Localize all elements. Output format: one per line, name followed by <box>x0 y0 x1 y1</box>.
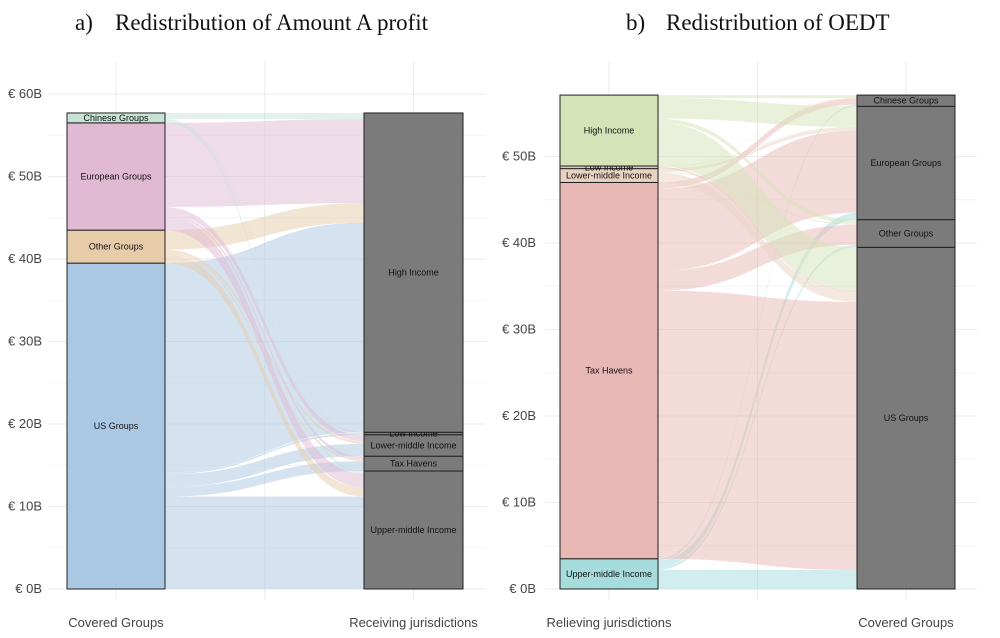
node-right-upper-middle-income <box>363 470 464 590</box>
node-label-chinese-groups: Chinese Groups <box>873 96 939 106</box>
y-tick-label: € 10B <box>8 499 42 514</box>
flow-other-groups-to-upper-middle-income <box>165 254 364 497</box>
chart-b-title-letter: b) <box>626 10 646 35</box>
x-axis-label-left: Covered Groups <box>68 615 164 630</box>
chart-a-title-letter: a) <box>75 10 93 35</box>
flow-lower-middle-income-to-european-groups <box>658 127 857 173</box>
node-left-tax-havens <box>559 181 659 560</box>
left-nodes: US Groups Other Groups European Groups Chin… <box>66 112 166 590</box>
chart-a-title-text: Redistribution of Amount A profit <box>115 10 429 35</box>
flow-us-groups-to-low-income <box>165 433 364 475</box>
flow-high-income-to-european-groups <box>658 98 857 127</box>
node-label-other-groups: Other Groups <box>89 242 144 252</box>
node-label-tax-havens: Tax Havens <box>390 459 438 469</box>
flow-low-income-to-chinese-groups <box>658 98 857 167</box>
flow-other-groups-to-low-income <box>165 249 364 434</box>
y-tick-label: € 30B <box>8 334 42 349</box>
flow-european-groups-to-tax-havens <box>165 213 364 460</box>
y-tick-label: € 60B <box>8 86 42 101</box>
node-left-high-income <box>559 94 659 167</box>
flow-us-groups-to-upper-middle-income <box>165 496 364 589</box>
chart-b-title: b) Redistribution of OEDT <box>626 10 890 36</box>
chart-a-title: a) Redistribution of Amount A profit <box>75 10 428 36</box>
flow-chinese-groups-to-low-income <box>165 119 364 433</box>
y-tick-label: € 30B <box>502 322 536 337</box>
node-right-chinese-groups <box>856 94 956 107</box>
x-axis-label-left: Relieving jurisdictions <box>547 615 672 630</box>
flow-chinese-groups-to-tax-havens <box>165 119 364 457</box>
node-label-us-groups: US Groups <box>94 421 139 431</box>
y-tick-label: € 0B <box>15 581 42 596</box>
x-axis-label-right: Covered Groups <box>858 615 954 630</box>
flows <box>165 112 364 589</box>
node-label-lower-middle-income: Lower-middle Income <box>370 440 456 450</box>
flow-upper-middle-income-to-us-groups <box>658 569 857 589</box>
x-axis-label-right: Receiving jurisdictions <box>349 615 478 630</box>
flow-low-income-to-european-groups <box>658 126 857 167</box>
node-label-other-groups: Other Groups <box>879 228 934 238</box>
node-label-upper-middle-income: Upper-middle Income <box>370 525 456 535</box>
node-label-european-groups: European Groups <box>80 172 152 182</box>
right-nodes: US Groups Other Groups European Groups Chin… <box>856 94 956 590</box>
node-label-upper-middle-income: Upper-middle Income <box>566 569 652 579</box>
y-tick-label: € 40B <box>502 235 536 250</box>
flow-chinese-groups-to-upper-middle-income <box>165 120 364 474</box>
flow-high-income-to-us-groups <box>658 122 857 291</box>
node-left-chinese-groups <box>66 112 166 124</box>
y-tick-label: € 50B <box>8 169 42 184</box>
flow-tax-havens-to-chinese-groups <box>658 98 857 189</box>
node-label-us-groups: US Groups <box>884 413 929 423</box>
flow-lower-middle-income-to-chinese-groups <box>658 98 857 170</box>
flow-low-income-to-us-groups <box>658 166 857 293</box>
chart-b-title-text: Redistribution of OEDT <box>666 10 890 35</box>
node-label-high-income: High Income <box>584 126 635 136</box>
flow-chinese-groups-to-lower-middle-income <box>165 119 364 436</box>
flow-european-groups-to-lower-middle-income <box>165 207 364 442</box>
chart-b: € 0B € 10B € 20B € 30B € 40B € 50B Upper-middl… <box>502 62 977 630</box>
node-label-low-income: Low Income <box>585 162 634 172</box>
right-nodes: Upper-middle Income Tax Havens Lower-middl… <box>363 112 464 590</box>
node-label-low-income: Low Income <box>389 428 438 438</box>
y-tick-label: € 10B <box>502 495 536 510</box>
node-right-european-groups <box>856 105 956 221</box>
flow-high-income-to-other-groups <box>658 118 857 224</box>
node-left-other-groups <box>66 229 166 264</box>
node-label-high-income: High Income <box>388 268 439 278</box>
flow-tax-havens-to-us-groups <box>658 290 857 570</box>
flows <box>658 95 857 589</box>
node-label-lower-middle-income: Lower-middle Income <box>566 171 652 181</box>
node-label-chinese-groups: Chinese Groups <box>83 113 149 123</box>
flow-lower-middle-income-to-us-groups <box>658 172 857 302</box>
y-tick-label: € 50B <box>502 149 536 164</box>
y-tick-label: € 40B <box>8 251 42 266</box>
node-label-european-groups: European Groups <box>870 158 942 168</box>
node-label-tax-havens: Tax Havens <box>585 366 633 376</box>
flow-high-income-to-chinese-groups <box>658 95 857 99</box>
y-tick-label: € 20B <box>502 408 536 423</box>
flow-european-groups-to-upper-middle-income <box>165 216 364 488</box>
left-nodes: Upper-middle Income Tax Havens Lower-middl… <box>559 94 659 590</box>
flow-european-groups-to-low-income <box>165 206 364 433</box>
y-tick-label: € 0B <box>509 581 536 596</box>
flow-european-groups-to-high-income <box>165 119 364 207</box>
node-left-us-groups <box>66 262 166 590</box>
flow-chinese-groups-to-high-income <box>165 112 364 120</box>
node-right-us-groups <box>856 246 956 590</box>
flow-other-groups-to-high-income <box>165 203 364 250</box>
node-right-high-income <box>363 112 464 433</box>
chart-a: € 0B € 10B € 20B € 30B € 40B € 50B € 60B US Gro… <box>8 62 486 630</box>
y-tick-label: € 20B <box>8 416 42 431</box>
